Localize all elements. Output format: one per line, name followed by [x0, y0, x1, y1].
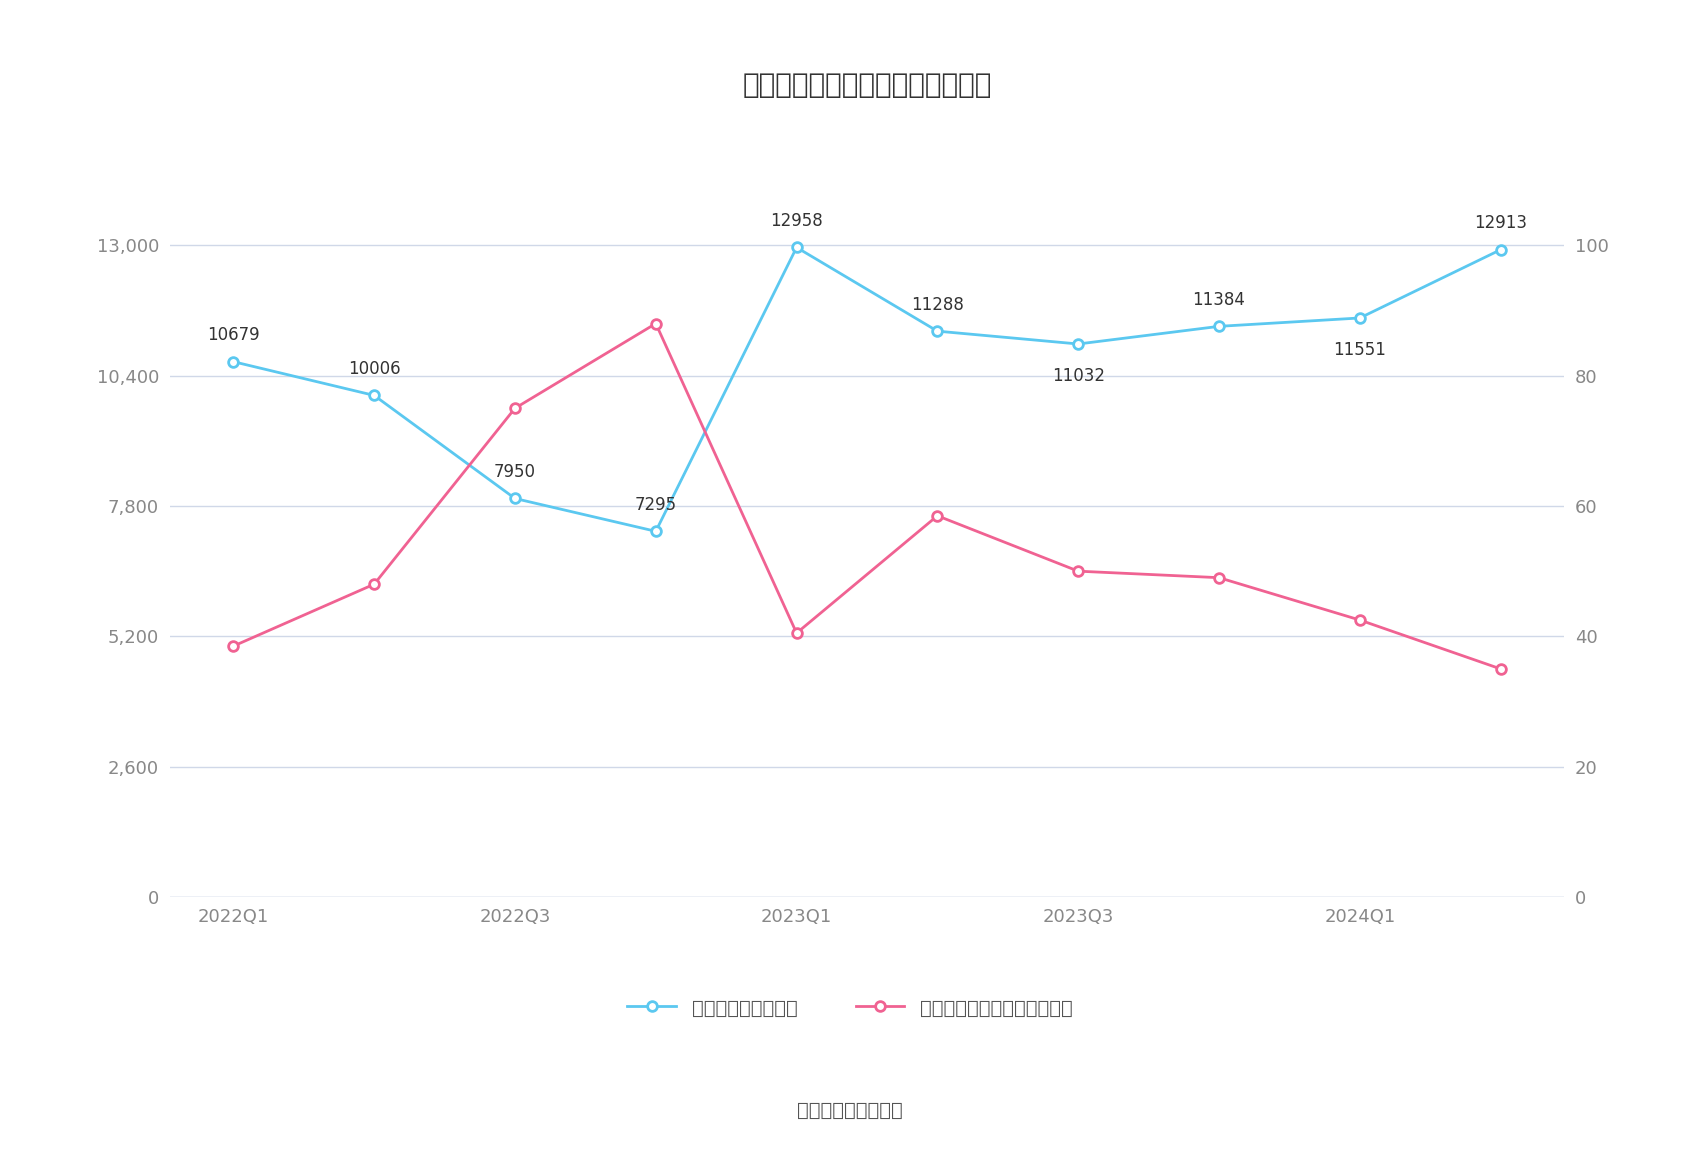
- 左轴：本期数（户）: [505, 491, 525, 505]
- 右轴：户均持股市值（万元）: [364, 577, 384, 591]
- 右轴：户均持股市值（万元）: [1209, 570, 1229, 584]
- Text: 11384: 11384: [1193, 291, 1246, 309]
- Text: 10006: 10006: [348, 360, 401, 378]
- 左轴：本期数（户）: [223, 355, 243, 369]
- Text: 10679: 10679: [207, 327, 260, 344]
- Text: 7295: 7295: [634, 496, 677, 514]
- 左轴：本期数（户）: [1350, 310, 1370, 324]
- 左轴：本期数（户）: [927, 324, 947, 338]
- 右轴：户均持股市值（万元）: [1491, 662, 1511, 676]
- 右轴：户均持股市值（万元）: [787, 626, 808, 639]
- Legend: 左轴：本期数（户）, 右轴：户均持股市值（万元）: 左轴：本期数（户）, 右轴：户均持股市值（万元）: [619, 990, 1081, 1026]
- 左轴：本期数（户）: [787, 240, 808, 254]
- Text: 11551: 11551: [1333, 340, 1385, 359]
- 左轴：本期数（户）: [1068, 337, 1088, 351]
- 左轴：本期数（户）: [1491, 243, 1511, 256]
- Text: 数据来源：恒生聚源: 数据来源：恒生聚源: [797, 1101, 903, 1119]
- Text: 12958: 12958: [770, 212, 823, 230]
- Text: 11288: 11288: [911, 296, 964, 314]
- Text: 12913: 12913: [1474, 214, 1527, 232]
- Text: 7950: 7950: [495, 463, 536, 481]
- Line: 右轴：户均持股市值（万元）: 右轴：户均持股市值（万元）: [228, 319, 1506, 674]
- 右轴：户均持股市值（万元）: [927, 508, 947, 522]
- 右轴：户均持股市值（万元）: [1068, 565, 1088, 578]
- Line: 左轴：本期数（户）: 左轴：本期数（户）: [228, 243, 1506, 536]
- Text: 11032: 11032: [1052, 367, 1105, 384]
- Title: 季度股东户数、户均持股市值情况: 季度股东户数、户均持股市值情况: [743, 71, 991, 99]
- 右轴：户均持股市值（万元）: [223, 639, 243, 653]
- 左轴：本期数（户）: [646, 524, 666, 538]
- 右轴：户均持股市值（万元）: [646, 316, 666, 330]
- 右轴：户均持股市值（万元）: [1350, 613, 1370, 627]
- 左轴：本期数（户）: [364, 389, 384, 402]
- 左轴：本期数（户）: [1209, 320, 1229, 334]
- 右轴：户均持股市值（万元）: [505, 401, 525, 415]
